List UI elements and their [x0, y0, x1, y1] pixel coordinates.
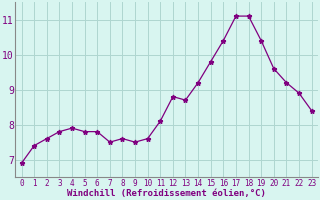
X-axis label: Windchill (Refroidissement éolien,°C): Windchill (Refroidissement éolien,°C) — [67, 189, 266, 198]
